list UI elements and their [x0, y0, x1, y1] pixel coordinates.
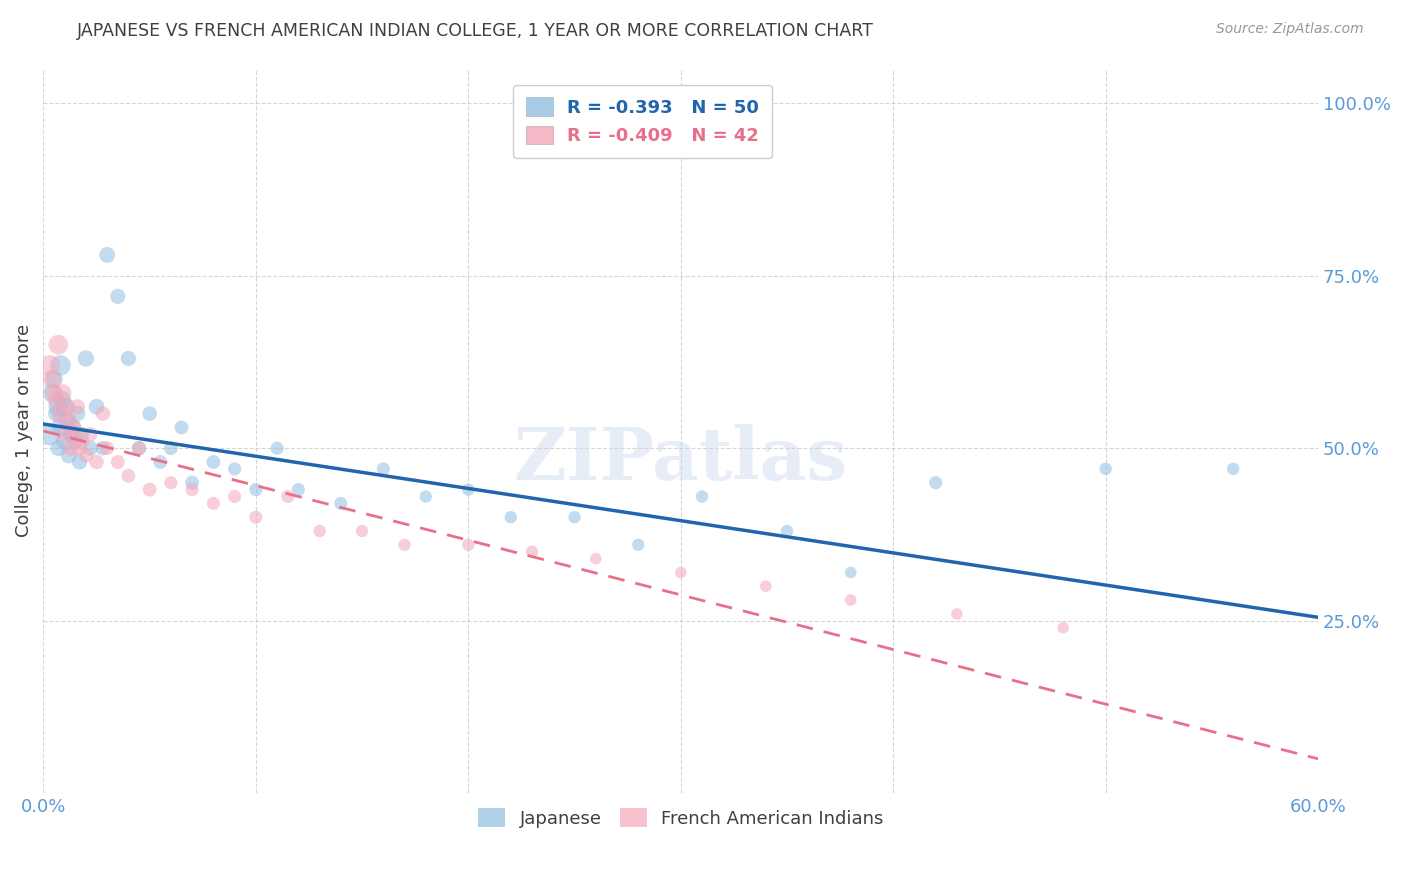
Point — [925, 475, 948, 490]
Point — [181, 475, 204, 490]
Point — [755, 579, 778, 593]
Point — [51, 386, 73, 401]
Point — [202, 496, 225, 510]
Point — [839, 593, 862, 607]
Point — [585, 551, 607, 566]
Point — [1052, 621, 1074, 635]
Point — [329, 496, 352, 510]
Point — [70, 434, 93, 449]
Point — [56, 414, 79, 428]
Point — [65, 434, 87, 449]
Point — [38, 427, 60, 442]
Point — [149, 455, 172, 469]
Point — [160, 441, 183, 455]
Point — [58, 448, 80, 462]
Point — [96, 441, 118, 455]
Point — [202, 455, 225, 469]
Point — [160, 475, 183, 490]
Point — [627, 538, 650, 552]
Point — [128, 441, 150, 455]
Point — [49, 359, 72, 373]
Point — [520, 545, 543, 559]
Point — [245, 483, 267, 497]
Point — [564, 510, 586, 524]
Point — [394, 538, 416, 552]
Text: ZIPatlas: ZIPatlas — [513, 425, 848, 495]
Text: Source: ZipAtlas.com: Source: ZipAtlas.com — [1216, 22, 1364, 37]
Point — [69, 455, 91, 469]
Point — [138, 407, 160, 421]
Point — [42, 386, 65, 401]
Point — [91, 407, 114, 421]
Point — [62, 420, 84, 434]
Point — [946, 607, 969, 621]
Point — [65, 427, 87, 442]
Point — [58, 414, 80, 428]
Point — [38, 359, 60, 373]
Point — [45, 392, 67, 407]
Point — [56, 400, 79, 414]
Point — [79, 427, 101, 442]
Point — [41, 372, 63, 386]
Point — [86, 400, 108, 414]
Point — [1094, 462, 1116, 476]
Point — [49, 420, 72, 434]
Point — [107, 455, 129, 469]
Point — [53, 434, 76, 449]
Point — [1222, 462, 1244, 476]
Point — [266, 441, 288, 455]
Point — [117, 351, 139, 366]
Point — [86, 455, 108, 469]
Point — [66, 400, 89, 414]
Point — [117, 468, 139, 483]
Point — [60, 441, 83, 455]
Point — [287, 483, 309, 497]
Point — [53, 400, 76, 414]
Point — [96, 248, 118, 262]
Point — [46, 400, 69, 414]
Point — [224, 462, 246, 476]
Legend: Japanese, French American Indians: Japanese, French American Indians — [471, 801, 891, 835]
Point — [51, 392, 73, 407]
Point — [107, 289, 129, 303]
Y-axis label: College, 1 year or more: College, 1 year or more — [15, 325, 32, 538]
Point — [499, 510, 522, 524]
Text: JAPANESE VS FRENCH AMERICAN INDIAN COLLEGE, 1 YEAR OR MORE CORRELATION CHART: JAPANESE VS FRENCH AMERICAN INDIAN COLLE… — [77, 22, 875, 40]
Point — [75, 351, 97, 366]
Point — [138, 483, 160, 497]
Point — [839, 566, 862, 580]
Point — [277, 490, 299, 504]
Point — [46, 441, 69, 455]
Point — [41, 386, 63, 401]
Point — [49, 407, 72, 421]
Point — [690, 490, 713, 504]
Point — [75, 448, 97, 462]
Point — [245, 510, 267, 524]
Point — [91, 441, 114, 455]
Point — [224, 490, 246, 504]
Point — [352, 524, 374, 538]
Point — [170, 420, 193, 434]
Point — [45, 407, 67, 421]
Point — [79, 441, 101, 455]
Point — [373, 462, 395, 476]
Point — [415, 490, 437, 504]
Point — [60, 427, 83, 442]
Point — [42, 372, 65, 386]
Point — [308, 524, 330, 538]
Point — [457, 538, 479, 552]
Point — [62, 420, 84, 434]
Point — [70, 427, 93, 442]
Point — [669, 566, 692, 580]
Point — [776, 524, 799, 538]
Point — [69, 441, 91, 455]
Point — [181, 483, 204, 497]
Point — [128, 441, 150, 455]
Point — [457, 483, 479, 497]
Point — [66, 407, 89, 421]
Point — [46, 337, 69, 351]
Point — [53, 427, 76, 442]
